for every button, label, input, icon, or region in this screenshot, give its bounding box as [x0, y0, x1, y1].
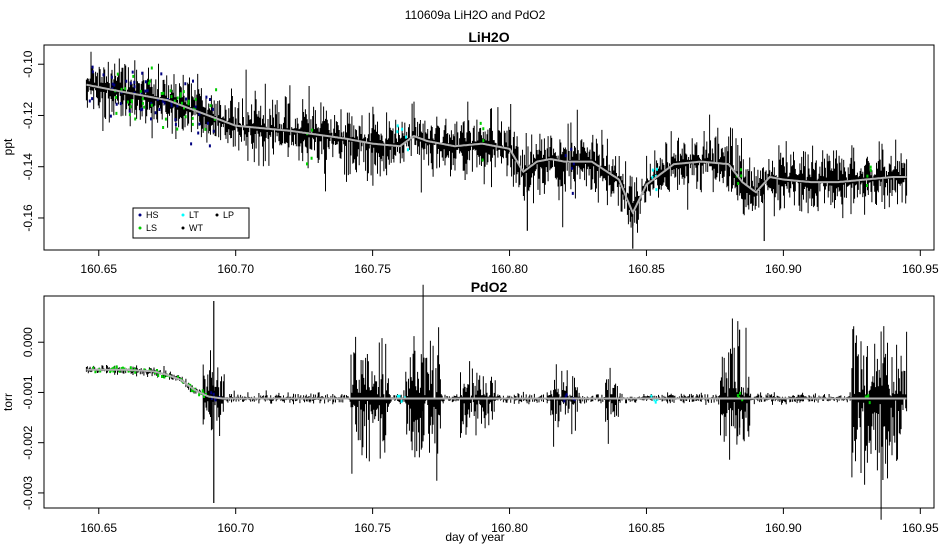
- lih2o-x-tick-label: 160.90: [765, 262, 802, 276]
- lih2o-marker-band-lt: [651, 167, 658, 192]
- pdo2-y-tick-label: -0.001: [21, 375, 35, 409]
- pdo2-smoothed-series: [86, 368, 907, 400]
- lih2o-marker-band-ls: [735, 168, 743, 185]
- pdo2-y-tick-label: -0.003: [21, 476, 35, 510]
- pdo2-x-tick-label: 160.70: [217, 521, 254, 535]
- legend-box: [132, 207, 250, 239]
- pdo2-x-tick-label: 160.95: [902, 521, 939, 535]
- lih2o-marker-band-hs: [88, 65, 215, 148]
- lih2o-marker-band-ls: [114, 66, 218, 131]
- legend-label-lp: LP: [223, 210, 234, 220]
- lih2o-x-tick-label: 160.80: [491, 262, 528, 276]
- figure-title: 110609a LiH2O and PdO2: [405, 8, 546, 22]
- pdo2-y-tick-label: -0.002: [21, 425, 35, 459]
- panel-pdo2-data: [85, 284, 908, 520]
- pdo2-x-tick-label: 160.75: [354, 521, 391, 535]
- legend-label-lt: LT: [189, 210, 199, 220]
- pdo2-x-tick-label: 160.90: [765, 521, 802, 535]
- lih2o-y-tick-label: -0.12: [21, 101, 35, 129]
- panel-lih2o-title: LiH2O: [468, 29, 509, 45]
- lih2o-x-tick-label: 160.65: [80, 262, 117, 276]
- pdo2-x-tick-label: 160.85: [628, 521, 665, 535]
- x-axis-label: day of year: [445, 530, 504, 544]
- panel-lih2o-plot-frame: [43, 44, 935, 251]
- lih2o-y-tick-label: -0.10: [21, 50, 35, 78]
- pdo2-x-tick-label: 160.80: [491, 521, 528, 535]
- pdo2-marker-band-ls: [864, 394, 871, 405]
- panel-pdo2: PdO2 160.65 160.70 160.75 160.80 160.85 160.9…: [1, 279, 939, 535]
- legend-marker-lp: [215, 213, 219, 217]
- legend-marker-ls: [138, 226, 142, 230]
- lih2o-marker-band-ls: [866, 165, 872, 187]
- legend-label-wt: WT: [189, 223, 203, 233]
- pdo2-marker-band-ls: [736, 391, 744, 402]
- pdo2-y-tick-label: 0.000: [21, 327, 35, 357]
- lih2o-y-tick-label: -0.16: [21, 204, 35, 232]
- lih2o-x-tick-label: 160.85: [628, 262, 665, 276]
- pdo2-marker-band-lt: [396, 394, 406, 403]
- legend-label-ls: LS: [146, 223, 157, 233]
- lih2o-x-tick-label: 160.95: [902, 262, 939, 276]
- lih2o-x-tick-label: 160.70: [217, 262, 254, 276]
- panel-pdo2-ylabel: torr: [1, 393, 15, 411]
- lih2o-y-tick-label: -0.14: [21, 153, 35, 181]
- legend-items: HS LT LP LS WT: [138, 210, 234, 233]
- legend-label-hs: HS: [146, 210, 159, 220]
- lih2o-x-tick-label: 160.75: [354, 262, 391, 276]
- panel-lih2o-axes: 160.65 160.70 160.75 160.80 160.85 160.90 160.…: [21, 50, 939, 276]
- lih2o-marker-band-ls: [479, 121, 485, 162]
- legend-marker-hs: [138, 213, 142, 217]
- lih2o-smoothed-series: [86, 83, 907, 215]
- lih2o-marker-band-lt: [396, 124, 409, 152]
- panel-pdo2-axes: 160.65 160.70 160.75 160.80 160.85 160.90 160.…: [21, 327, 939, 535]
- pdo2-x-tick-label: 160.65: [80, 521, 117, 535]
- panel-lih2o-data: [85, 51, 908, 249]
- legend: HS LT LP LS WT: [132, 207, 250, 239]
- lih2o-marker-band-hs: [564, 147, 575, 195]
- legend-marker-lt: [181, 213, 185, 217]
- panel-lih2o: LiH2O 160.65 160.70 160.75 160.80 160.85 160.…: [1, 29, 939, 276]
- legend-marker-wt: [181, 226, 185, 230]
- panel-pdo2-title: PdO2: [471, 279, 508, 295]
- panel-pdo2-plot-frame: [43, 295, 935, 509]
- panel-lih2o-ylabel: ppt: [1, 138, 15, 155]
